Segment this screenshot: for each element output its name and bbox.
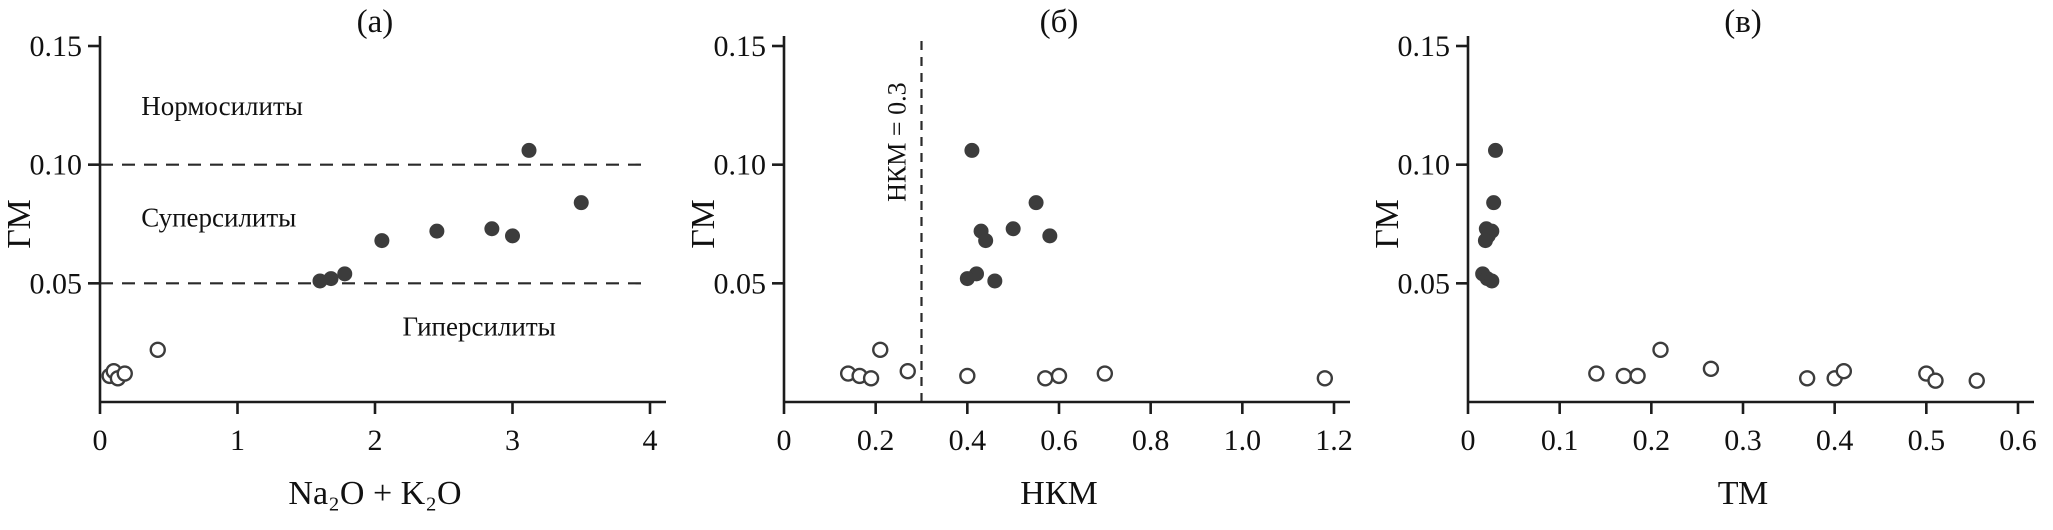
panel-a: (а) 0.05 0.10 0.15 0 1 2 3 4 Нормосилиты Суперсил… xyxy=(0,0,684,530)
x-tick-label: 0.2 xyxy=(1633,424,1671,457)
data-point-open xyxy=(872,341,889,358)
data-point-filled xyxy=(987,273,1003,289)
x-tick-label: 0.6 xyxy=(1999,424,2037,457)
data-point-open xyxy=(1588,365,1605,382)
data-point-filled xyxy=(1042,228,1058,244)
y-tick-label: 0.10 xyxy=(30,149,83,182)
data-point-open xyxy=(116,365,133,382)
x-tick-label: 0.1 xyxy=(1541,424,1579,457)
y-tick-label: 0.15 xyxy=(714,30,767,63)
data-point-filled xyxy=(978,233,994,249)
data-point-filled xyxy=(1486,195,1502,211)
data-point-filled xyxy=(323,271,339,287)
scatter-plot-b: НКМ = 0.3 0.05 0.10 0.15 0 0.2 0.4 0.6 0.8 1.0 1.2… xyxy=(685,30,1353,512)
y-tick-label: 0.05 xyxy=(1398,267,1451,300)
x-tick-label: 0.3 xyxy=(1724,424,1762,457)
data-point-filled xyxy=(337,266,353,282)
panel-b: (б) НКМ = 0.3 0.05 0.10 0.15 0 0.2 0.4 0.6 0.8 1.… xyxy=(684,0,1368,530)
data-point-open xyxy=(1702,360,1720,377)
data-point-filled xyxy=(1488,142,1503,158)
data-point-open xyxy=(862,370,880,387)
region-annotation: Нормосилиты xyxy=(141,91,303,121)
region-annotation: Суперсилиты xyxy=(141,202,296,232)
vline-annotation: НКМ = 0.3 xyxy=(883,82,912,201)
y-tick-label: 0.05 xyxy=(714,267,767,300)
data-point-open xyxy=(1835,362,1853,380)
data-point-filled xyxy=(1477,233,1493,249)
y-tick-label: 0.15 xyxy=(30,30,83,63)
data-point-filled xyxy=(505,228,520,244)
x-tick-label: 2 xyxy=(368,424,383,457)
data-point-filled xyxy=(429,223,445,239)
data-point-open xyxy=(1316,370,1334,387)
data-point-open xyxy=(959,367,976,385)
data-point-open xyxy=(1652,341,1669,358)
panel-v-title: (в) xyxy=(1724,4,1762,40)
y-axis-label: ГМ xyxy=(1369,199,1406,248)
data-point-filled xyxy=(959,271,975,287)
x-tick-label: 0.2 xyxy=(857,424,895,457)
x-axis-label: НКМ xyxy=(1020,475,1097,512)
data-point-open xyxy=(1798,370,1816,387)
data-point-filled xyxy=(1005,221,1021,237)
y-axis-label: ГМ xyxy=(685,199,722,248)
x-tick-label: 0.8 xyxy=(1132,424,1170,457)
x-tick-label: 0.5 xyxy=(1908,424,1946,457)
x-tick-label: 0.4 xyxy=(1816,424,1854,457)
x-tick-label: 0 xyxy=(93,424,108,457)
y-tick-label: 0.10 xyxy=(1398,149,1451,182)
data-point-open xyxy=(1629,367,1646,385)
y-axis-label: ГМ xyxy=(1,199,38,248)
x-tick-label: 4 xyxy=(643,424,658,457)
data-point-open xyxy=(899,362,916,380)
x-tick-label: 1 xyxy=(230,424,245,457)
panel-b-title: (б) xyxy=(1039,4,1079,40)
data-point-filled xyxy=(964,142,980,158)
y-tick-label: 0.10 xyxy=(714,149,767,182)
x-axis-label: ТМ xyxy=(1718,475,1769,512)
data-point-filled xyxy=(484,221,500,237)
data-point-filled xyxy=(573,195,589,211)
data-point-filled xyxy=(374,233,390,249)
data-point-filled xyxy=(1028,195,1044,211)
data-point-open xyxy=(1037,370,1054,387)
data-point-open xyxy=(1927,372,1944,389)
y-tick-label: 0.15 xyxy=(1398,30,1451,63)
y-tick-label: 0.05 xyxy=(30,267,83,300)
data-point-open xyxy=(1096,365,1114,382)
x-axis-label: Na₂O + K₂O xyxy=(288,475,461,512)
region-annotation: Гиперсилиты xyxy=(403,312,556,342)
panel-a-title: (а) xyxy=(356,4,394,40)
data-point-open xyxy=(1050,367,1068,385)
x-tick-label: 0 xyxy=(777,424,792,457)
data-point-open xyxy=(1968,372,1985,389)
x-tick-label: 1.0 xyxy=(1224,424,1262,457)
scatter-plot-v: 0.05 0.10 0.15 0 0.1 0.2 0.3 0.4 0.5 0.6 ГМ ТМ xyxy=(1369,30,2037,512)
x-tick-label: 0.6 xyxy=(1040,424,1078,457)
x-tick-label: 1.2 xyxy=(1315,424,1353,457)
x-tick-label: 0.4 xyxy=(949,424,987,457)
x-tick-label: 3 xyxy=(505,424,520,457)
data-point-open xyxy=(149,341,166,358)
x-tick-label: 0 xyxy=(1461,424,1476,457)
data-point-filled xyxy=(1484,273,1500,289)
data-point-open xyxy=(1615,367,1633,385)
data-point-filled xyxy=(521,142,537,158)
scatter-plot-a: 0.05 0.10 0.15 0 1 2 3 4 Нормосилиты Суперсилиты Г… xyxy=(1,30,666,512)
panel-v: (в) 0.05 0.10 0.15 0 0.1 0.2 0.3 0.4 0.5 0.6 ГМ ТМ xyxy=(1368,0,2052,530)
